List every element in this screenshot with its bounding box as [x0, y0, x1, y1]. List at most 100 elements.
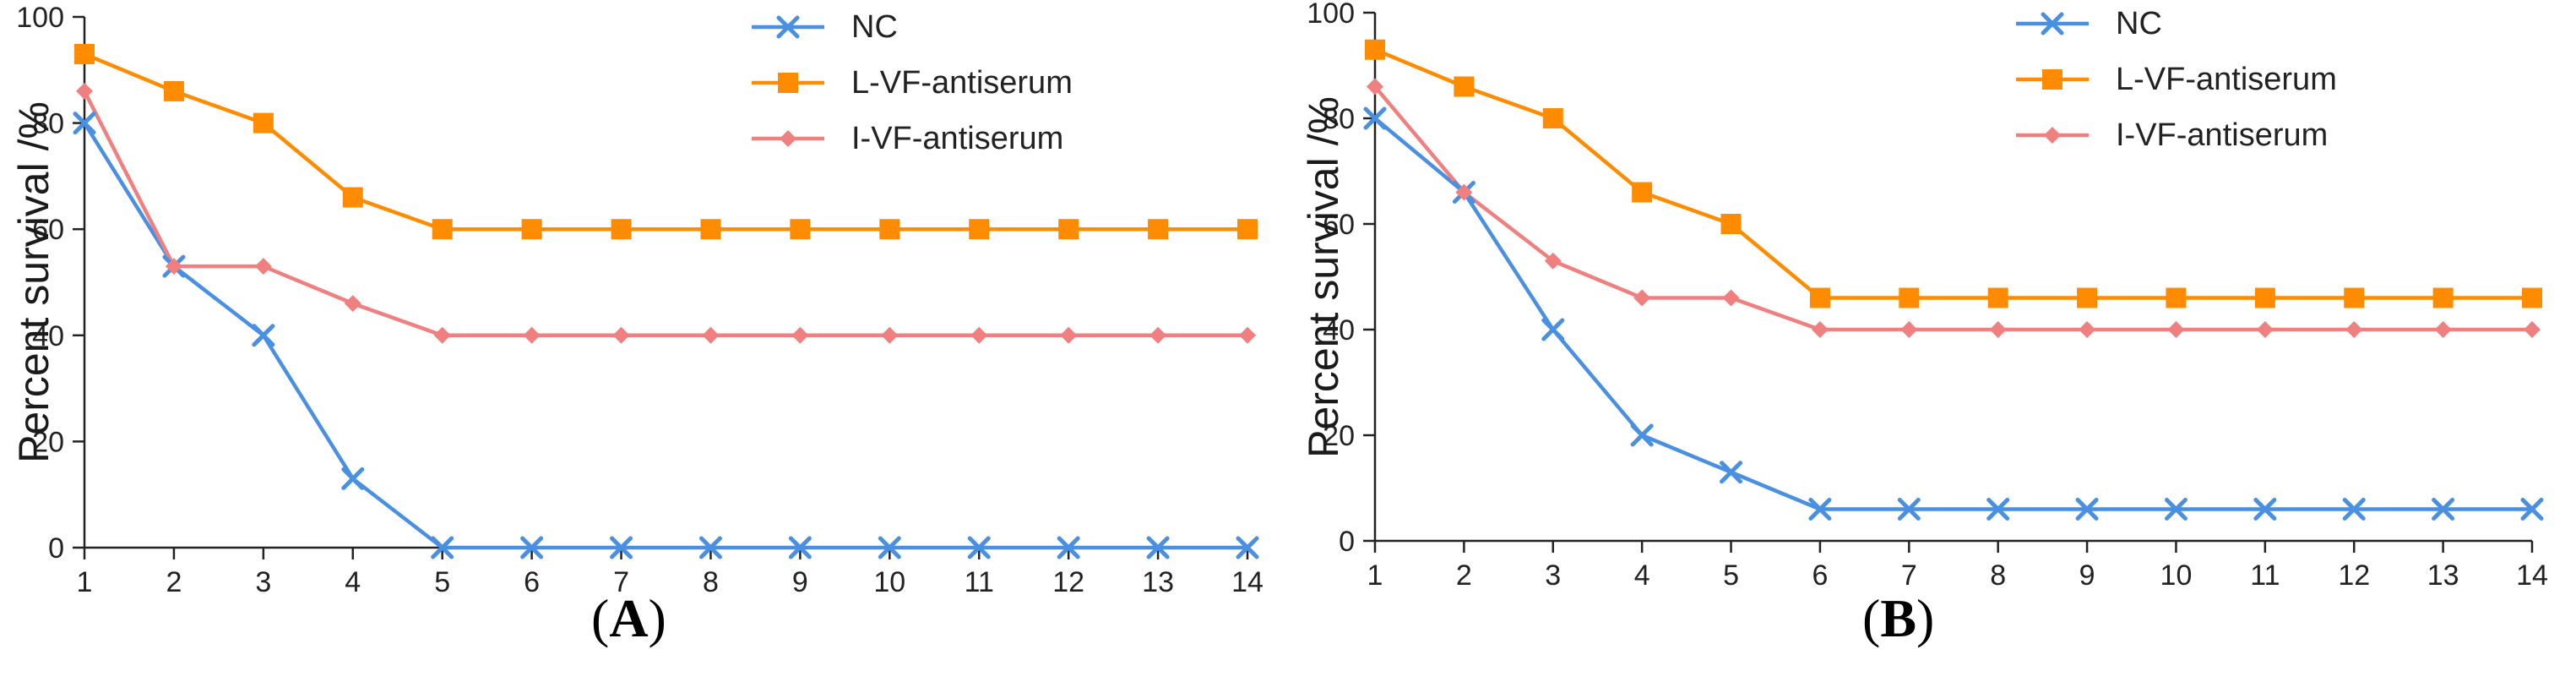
panel-label: A — [609, 588, 649, 648]
data-point-l-vf-antiserum — [879, 219, 900, 240]
data-point-i-vf-antiserum — [1060, 326, 1078, 344]
legend-item-nc: NC — [750, 9, 898, 45]
data-point-nc — [2432, 498, 2455, 521]
data-point-l-vf-antiserum — [1058, 219, 1079, 240]
data-point-l-vf-antiserum — [2344, 287, 2365, 308]
data-point-i-vf-antiserum — [2434, 321, 2452, 338]
data-point-nc — [1630, 423, 1654, 447]
data-point-i-vf-antiserum — [1811, 321, 1829, 338]
x-tick-label: 7 — [613, 566, 629, 598]
legend-marker — [2041, 12, 2064, 35]
x-tick-label: 14 — [1231, 566, 1264, 598]
y-tick-label: 60 — [1323, 209, 1355, 241]
series-line-i-vf-antiserum — [82, 90, 1247, 338]
data-point-i-vf-antiserum — [1544, 252, 1562, 270]
data-point-i-vf-antiserum — [2079, 321, 2096, 338]
data-point-nc — [2164, 498, 2187, 521]
data-point-l-vf-antiserum — [74, 43, 95, 64]
data-point-i-vf-antiserum — [881, 326, 899, 344]
x-tick-label: 13 — [1142, 566, 1174, 598]
legend-item-nc: NC — [2014, 5, 2162, 41]
data-point-l-vf-antiserum — [1542, 108, 1563, 128]
legend-label: I-VF-antiserum — [851, 120, 1064, 156]
panel-caption: (A) — [591, 588, 666, 648]
x-tick-label: 8 — [703, 566, 719, 598]
data-point-nc — [878, 536, 901, 559]
legend-item-i-vf: I-VF-antiserum — [750, 120, 1064, 156]
y-tick-label: 20 — [1323, 420, 1355, 452]
x-tick-label: 6 — [524, 566, 540, 598]
data-point-i-vf-antiserum — [1722, 289, 1740, 307]
legend-marker — [776, 15, 800, 39]
series-line-l-vf-antiserum — [84, 52, 1247, 232]
x-tick-label: 14 — [2516, 559, 2548, 592]
data-point-l-vf-antiserum — [342, 187, 363, 208]
data-point-l-vf-antiserum — [1454, 76, 1475, 97]
data-point-l-vf-antiserum — [1237, 219, 1258, 240]
data-point-nc — [252, 324, 275, 347]
panel-label: B — [1880, 588, 1916, 648]
data-point-l-vf-antiserum — [2522, 287, 2542, 308]
data-point-l-vf-antiserum — [1720, 214, 1742, 234]
data-point-l-vf-antiserum — [2077, 287, 2098, 308]
x-tick-label: 4 — [1634, 559, 1650, 592]
data-point-i-vf-antiserum — [2256, 321, 2274, 338]
data-point-l-vf-antiserum — [700, 219, 721, 240]
series-line-l-vf-antiserum — [1374, 47, 2532, 300]
data-point-i-vf-antiserum — [2167, 321, 2185, 338]
data-point-i-vf-antiserum — [1633, 289, 1651, 307]
chart-panel-a: 0 20 40 60 80 100 1 2 3 4 5 6 7 8 9 10 11 12 13 14 Percent … — [10, 2, 1264, 648]
y-tick-label: 0 — [48, 532, 64, 565]
data-point-nc — [1808, 498, 1832, 521]
data-point-i-vf-antiserum — [433, 326, 451, 344]
data-point-l-vf-antiserum — [521, 219, 542, 240]
series-line-nc — [83, 122, 1247, 550]
y-tick-label: 100 — [16, 2, 64, 34]
data-point-i-vf-antiserum — [1149, 326, 1167, 344]
data-point-nc — [967, 536, 991, 559]
legend-swatch-nc — [752, 15, 824, 39]
x-tick-label: 13 — [2427, 559, 2459, 592]
data-point-l-vf-antiserum — [969, 219, 990, 240]
legend-swatch-nc — [2016, 12, 2089, 35]
data-point-i-vf-antiserum — [1455, 183, 1473, 201]
data-point-l-vf-antiserum — [1809, 287, 1830, 308]
panel-caption: (B) — [1862, 588, 1935, 648]
legend-label: L-VF-antiserum — [2116, 61, 2337, 97]
x-tick-label: 5 — [434, 566, 450, 598]
data-point-i-vf-antiserum — [1900, 321, 1918, 338]
legend-marker — [2042, 69, 2062, 90]
y-tick-label: 0 — [1339, 526, 1355, 558]
data-point-i-vf-antiserum — [612, 326, 630, 344]
data-point-l-vf-antiserum — [253, 112, 274, 134]
data-point-nc — [1057, 536, 1080, 559]
legend-label: NC — [2116, 5, 2162, 41]
y-tick-label: 80 — [32, 108, 64, 140]
data-point-i-vf-antiserum — [344, 295, 361, 313]
x-tick-label: 6 — [1812, 559, 1828, 592]
data-point-l-vf-antiserum — [611, 219, 632, 240]
y-tick-label: 60 — [32, 214, 64, 246]
y-axis-label: Percent survival /% — [1299, 95, 1347, 458]
legend-label: I-VF-antiserum — [2116, 117, 2329, 153]
data-point-nc — [2075, 498, 2099, 521]
data-point-nc — [1363, 106, 1387, 130]
data-point-nc — [2520, 498, 2544, 521]
data-point-i-vf-antiserum — [165, 258, 182, 276]
data-point-i-vf-antiserum — [2345, 321, 2363, 338]
data-point-l-vf-antiserum — [2254, 287, 2275, 308]
data-point-i-vf-antiserum — [1367, 78, 1383, 95]
x-tick-label: 3 — [1545, 559, 1561, 592]
data-point-nc — [610, 536, 633, 559]
series-line-i-vf-antiserum — [1373, 85, 2532, 332]
data-point-l-vf-antiserum — [432, 219, 453, 240]
y-tick-label: 40 — [1323, 314, 1355, 346]
data-point-nc — [341, 466, 365, 490]
data-point-nc — [788, 536, 812, 559]
data-point-i-vf-antiserum — [1989, 321, 2007, 338]
legend-item-l-vf: L-VF-antiserum — [750, 64, 1073, 101]
data-point-nc — [2253, 498, 2277, 521]
data-point-l-vf-antiserum — [1365, 39, 1385, 60]
legend-label: L-VF-antiserum — [851, 64, 1073, 101]
